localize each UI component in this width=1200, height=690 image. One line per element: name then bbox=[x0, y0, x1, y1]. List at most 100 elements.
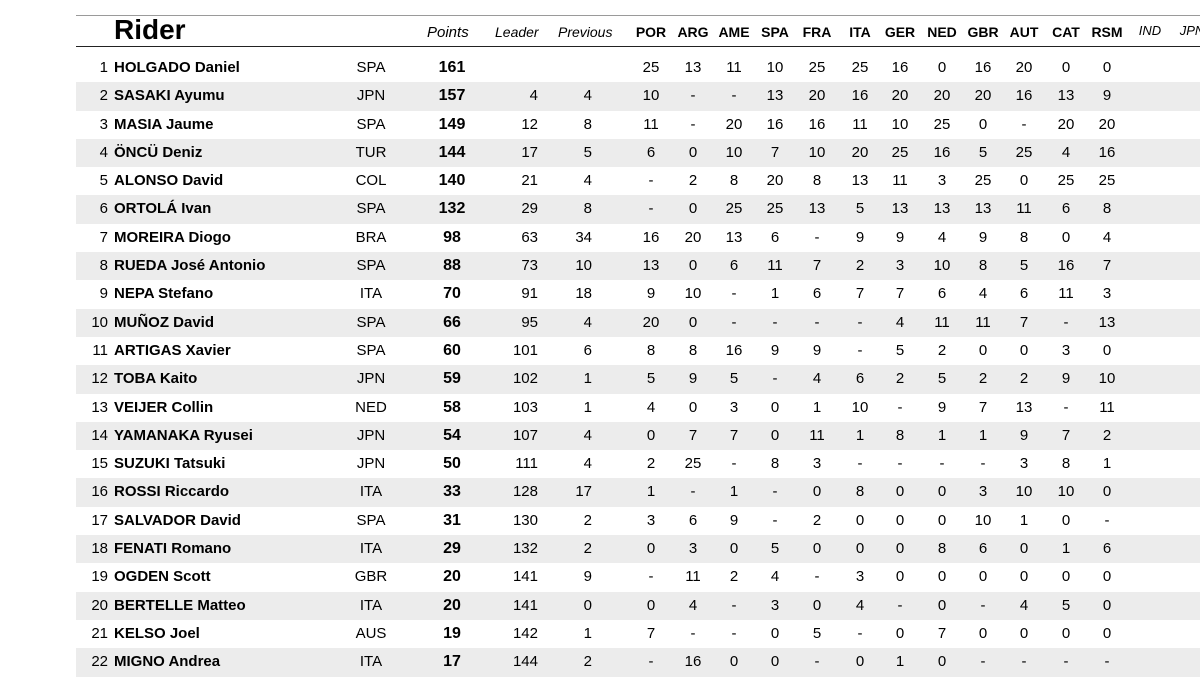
table-row: 3 MASIA Jaume SPA 149 12 8 11 - 20 16 16 11 10 25 0 - 20… bbox=[76, 111, 1200, 139]
race-result-por: 20 bbox=[642, 313, 660, 331]
table-row: 20 BERTELLE Matteo ITA 20 141 0 0 4 - 3 0 4 - 0 - 4 5 0 bbox=[76, 591, 1200, 620]
race-result-gbr: 7 bbox=[978, 398, 988, 416]
gap-to-leader: 4 bbox=[529, 87, 538, 105]
race-result-ned: 3 bbox=[937, 172, 947, 190]
race-result-fra: 10 bbox=[808, 143, 826, 161]
race-result-fra: 3 bbox=[812, 455, 822, 473]
race-result-por: 4 bbox=[646, 398, 656, 416]
race-result-gbr: - bbox=[980, 653, 986, 671]
race-result-rsm: 20 bbox=[1098, 115, 1116, 133]
race-result-ned: 4 bbox=[937, 228, 947, 246]
race-result-ned: 0 bbox=[937, 483, 947, 501]
rider-nation: GBR bbox=[354, 568, 388, 586]
race-result-gbr: 9 bbox=[978, 228, 988, 246]
race-result-ger: - bbox=[897, 398, 903, 416]
race-result-aut: 2 bbox=[1019, 370, 1029, 388]
rider-nation: JPN bbox=[356, 370, 386, 388]
race-result-por: 0 bbox=[646, 540, 656, 558]
gap-to-previous: 2 bbox=[583, 511, 592, 529]
race-result-aut: - bbox=[1021, 115, 1027, 133]
race-result-fra: 25 bbox=[808, 59, 826, 76]
race-result-por: 16 bbox=[642, 228, 660, 246]
race-result-rsm: 9 bbox=[1102, 87, 1112, 105]
race-result-ita: 0 bbox=[855, 653, 865, 671]
race-result-fra: 8 bbox=[812, 172, 822, 190]
race-result-rsm: 0 bbox=[1102, 568, 1112, 586]
race-result-por: 6 bbox=[646, 143, 656, 161]
table-row: 22 MIGNO Andrea ITA 17 144 2 - 16 0 0 - 0 1 0 - - - - bbox=[76, 648, 1200, 677]
race-result-ame: 13 bbox=[725, 228, 743, 246]
race-result-fra: 11 bbox=[809, 426, 825, 444]
race-result-fra: - bbox=[814, 653, 820, 671]
race-result-ned: 2 bbox=[937, 341, 947, 359]
race-result-ita: - bbox=[857, 624, 863, 642]
rider-nation: JPN bbox=[356, 426, 386, 444]
race-result-spa: - bbox=[772, 483, 778, 501]
race-result-fra: 2 bbox=[812, 511, 822, 529]
race-result-ame: 6 bbox=[729, 257, 739, 275]
race-result-gbr: 25 bbox=[974, 172, 992, 190]
race-header-gbr: GBR bbox=[967, 24, 999, 40]
race-result-ame: - bbox=[731, 87, 737, 105]
race-result-fra: 7 bbox=[812, 257, 822, 275]
rider-points: 20 bbox=[443, 596, 461, 614]
race-result-arg: 9 bbox=[688, 370, 698, 388]
race-result-fra: 16 bbox=[808, 115, 826, 133]
race-result-ger: - bbox=[897, 455, 903, 473]
race-result-ger: 0 bbox=[895, 568, 905, 586]
race-result-rsm: 0 bbox=[1102, 59, 1112, 76]
rider-points: 33 bbox=[443, 483, 461, 501]
race-header-ita: ITA bbox=[849, 24, 871, 40]
gap-to-leader: 63 bbox=[521, 228, 538, 246]
race-result-cat: - bbox=[1063, 653, 1069, 671]
rider-points: 20 bbox=[443, 568, 461, 586]
gap-to-previous: 10 bbox=[575, 257, 592, 275]
race-result-ger: 4 bbox=[895, 313, 905, 331]
gap-to-leader: 132 bbox=[512, 540, 538, 558]
race-result-gbr: 6 bbox=[978, 540, 988, 558]
rider-position: 3 bbox=[99, 115, 108, 133]
gap-to-previous: 2 bbox=[583, 653, 592, 671]
table-row: 4 ÖNCÜ Deniz TUR 144 17 5 6 0 10 7 10 20 25 16 5 25 4 16 bbox=[76, 138, 1200, 168]
rider-position: 8 bbox=[99, 257, 108, 275]
race-result-rsm: 0 bbox=[1102, 624, 1112, 642]
race-result-ger: 0 bbox=[895, 540, 905, 558]
race-result-cat: 25 bbox=[1057, 172, 1075, 190]
race-result-spa: 0 bbox=[770, 624, 780, 642]
rider-points: 144 bbox=[438, 143, 466, 161]
race-header-jpn: JPN bbox=[1179, 23, 1200, 38]
race-header-rsm: RSM bbox=[1091, 24, 1123, 40]
leader-column-header: Leader bbox=[495, 24, 539, 40]
race-result-ned: 25 bbox=[933, 115, 951, 133]
race-result-gbr: - bbox=[980, 455, 986, 473]
rider-nation: COL bbox=[355, 172, 387, 190]
race-result-fra: 9 bbox=[812, 341, 822, 359]
race-result-rsm: 7 bbox=[1102, 257, 1112, 275]
race-result-por: 2 bbox=[646, 455, 656, 473]
race-result-spa: 10 bbox=[766, 59, 784, 76]
rider-points: 60 bbox=[443, 341, 461, 359]
race-result-ita: 20 bbox=[851, 143, 869, 161]
rider-position: 17 bbox=[91, 511, 108, 529]
race-result-ita: 0 bbox=[855, 540, 865, 558]
race-result-ned: 7 bbox=[937, 624, 947, 642]
race-header-ame: AME bbox=[718, 24, 750, 40]
race-result-por: - bbox=[648, 568, 654, 586]
race-result-cat: 5 bbox=[1061, 596, 1071, 614]
rider-position: 16 bbox=[91, 483, 108, 501]
race-result-rsm: 8 bbox=[1102, 200, 1112, 218]
race-result-arg: 3 bbox=[688, 540, 698, 558]
race-result-ned: 10 bbox=[933, 257, 951, 275]
race-result-rsm: 3 bbox=[1102, 285, 1112, 303]
race-result-aut: 5 bbox=[1019, 257, 1029, 275]
rider-position: 6 bbox=[99, 200, 108, 218]
points-column-header: Points bbox=[427, 24, 469, 41]
race-result-cat: 7 bbox=[1061, 426, 1071, 444]
gap-to-previous: 2 bbox=[583, 540, 592, 558]
table-row: 2 SASAKI Ayumu JPN 157 4 4 10 - - 13 20 16 20 20 20 16 1… bbox=[76, 82, 1200, 111]
race-result-ame: 20 bbox=[725, 115, 743, 133]
race-result-spa: 25 bbox=[766, 200, 784, 218]
rider-points: 31 bbox=[443, 511, 461, 529]
race-result-gbr: 5 bbox=[978, 143, 988, 161]
gap-to-leader: 102 bbox=[512, 370, 538, 388]
